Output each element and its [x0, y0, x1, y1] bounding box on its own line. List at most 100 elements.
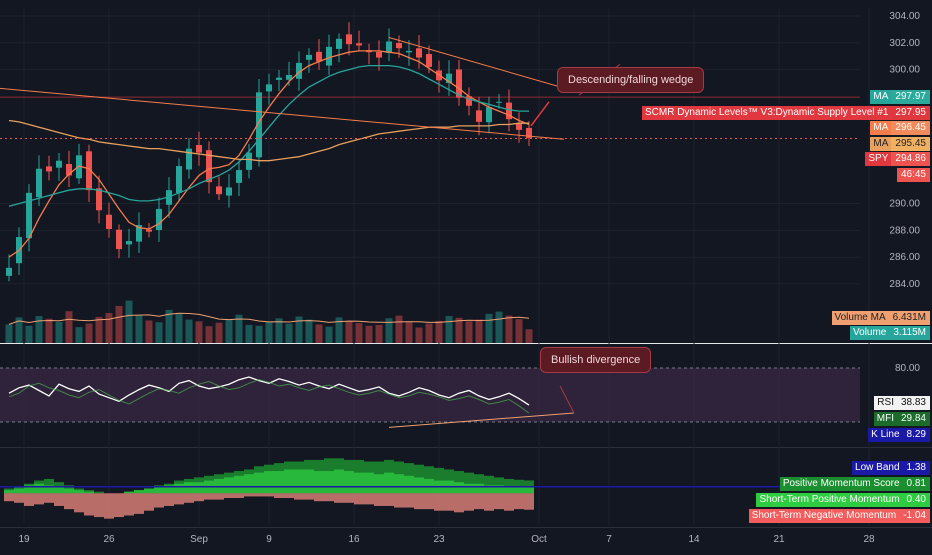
price-candle — [296, 62, 302, 79]
st-neg-momentum-bar — [4, 493, 14, 502]
volume-bar — [355, 323, 363, 343]
osc-band — [0, 368, 860, 422]
price-candle — [86, 151, 92, 191]
price-tick-label: 300.00 — [889, 65, 920, 76]
volume-bar — [105, 312, 113, 343]
price-candle — [106, 214, 112, 230]
st-pos-momentum-bar — [234, 475, 244, 494]
momentum-panel — [0, 458, 860, 519]
volume-bar — [385, 318, 393, 343]
st-neg-momentum-bar — [14, 493, 24, 503]
pos-momentum-bar — [464, 472, 474, 494]
st-neg-momentum-bar — [394, 493, 404, 508]
price-candle — [486, 107, 492, 123]
price-candle — [96, 188, 102, 211]
ma-fast-line — [8, 50, 530, 258]
ma2-tag-name: MA — [870, 121, 892, 135]
st-pos-momentum-bar — [64, 488, 74, 494]
st-pos-momentum-bar — [294, 469, 304, 494]
st-neg-momentum-bar — [424, 493, 434, 510]
price-tick-label: 302.00 — [889, 38, 920, 49]
price-candle — [476, 110, 482, 122]
mfi-value: 29.84 — [896, 412, 930, 426]
wedge-annotation[interactable]: Descending/falling wedge — [557, 67, 705, 93]
st-pos-momentum-bar — [4, 490, 14, 494]
st-neg-name: Short-Term Negative Momentum — [748, 509, 900, 523]
st-pos-momentum-bar — [304, 469, 314, 494]
volume-bar — [235, 314, 243, 343]
price-tick-label: 304.00 — [889, 11, 920, 22]
volume-tag: Volume 3.115M — [850, 326, 930, 340]
time-tick-label: Oct — [531, 534, 547, 545]
price-candle — [276, 77, 282, 80]
st-pos-momentum-bar — [164, 485, 174, 494]
price-candle — [236, 170, 242, 183]
volume-ma-name: Volume MA — [831, 311, 889, 325]
divergence-line — [388, 412, 575, 428]
time-tick-label: 21 — [773, 534, 785, 545]
volume-bar — [225, 320, 233, 343]
volume-ma-line — [8, 312, 530, 325]
st-pos-tag: Short-Term Positive Momentum 0.40 — [756, 493, 930, 507]
time-tick-label: Sep — [190, 534, 208, 545]
price-panel — [0, 22, 860, 282]
time-tick-label: 14 — [688, 534, 700, 545]
st-pos-momentum-bar — [34, 483, 44, 494]
st-neg-momentum-bar — [174, 493, 184, 505]
ma-slow-line — [8, 119, 529, 162]
st-neg-momentum-bar — [264, 493, 274, 497]
osc-level-label: 80.00 — [895, 363, 920, 374]
price-candle — [266, 84, 272, 92]
volume-bar — [205, 326, 213, 343]
st-neg-momentum-bar — [194, 493, 204, 502]
st-pos-momentum-bar — [474, 483, 484, 494]
st-neg-momentum-bar — [504, 493, 514, 511]
rsi-tag: RSI 38.83 — [874, 396, 930, 410]
volume-panel — [5, 300, 533, 343]
volume-value: 3.115M — [889, 326, 930, 340]
spy-tag-name: SPY — [865, 152, 892, 166]
time-tick-label: 28 — [863, 534, 875, 545]
volume-bar — [115, 305, 123, 343]
price-candle — [206, 150, 212, 183]
oscillator-panel: 80.00 — [0, 363, 920, 428]
st-pos-momentum-bar — [524, 486, 534, 494]
st-neg-momentum-bar — [344, 493, 354, 503]
price-candle — [416, 48, 422, 58]
st-neg-momentum-bar — [314, 493, 324, 502]
countdown-tag: 46:45 — [896, 168, 930, 182]
price-candle — [286, 74, 292, 80]
ma-mid-line — [8, 64, 529, 207]
volume-bar — [445, 316, 453, 343]
st-pos-momentum-bar — [334, 469, 344, 494]
ma2-tag: MA 296.45 — [870, 121, 930, 135]
volume-bar — [285, 323, 293, 343]
price-candle — [196, 145, 202, 153]
ma1-tag-value: 297.97 — [891, 90, 930, 104]
price-candle — [36, 168, 42, 198]
st-neg-momentum-bar — [354, 493, 364, 505]
volume-bar — [455, 317, 463, 343]
volume-bar — [365, 325, 373, 343]
volume-bar — [5, 324, 13, 343]
st-pos-momentum-bar — [454, 482, 464, 494]
volume-bar — [45, 318, 53, 343]
price-candle — [56, 160, 62, 168]
divergence-annotation[interactable]: Bullish divergence — [540, 347, 652, 373]
price-candle — [466, 96, 472, 106]
st-pos-momentum-bar — [174, 483, 184, 494]
st-neg-momentum-bar — [124, 493, 134, 516]
volume-bar — [395, 315, 403, 343]
st-neg-momentum-bar — [154, 493, 164, 508]
volume-bar — [255, 325, 263, 343]
volume-bar — [215, 322, 223, 343]
volume-bar — [155, 322, 163, 343]
wedge-breakout-arrow — [530, 101, 550, 127]
st-neg-momentum-bar — [94, 493, 104, 518]
st-neg-momentum-bar — [54, 493, 64, 506]
price-candle — [306, 54, 312, 60]
st-pos-momentum-bar — [54, 486, 64, 494]
st-pos-momentum-bar — [504, 486, 514, 494]
